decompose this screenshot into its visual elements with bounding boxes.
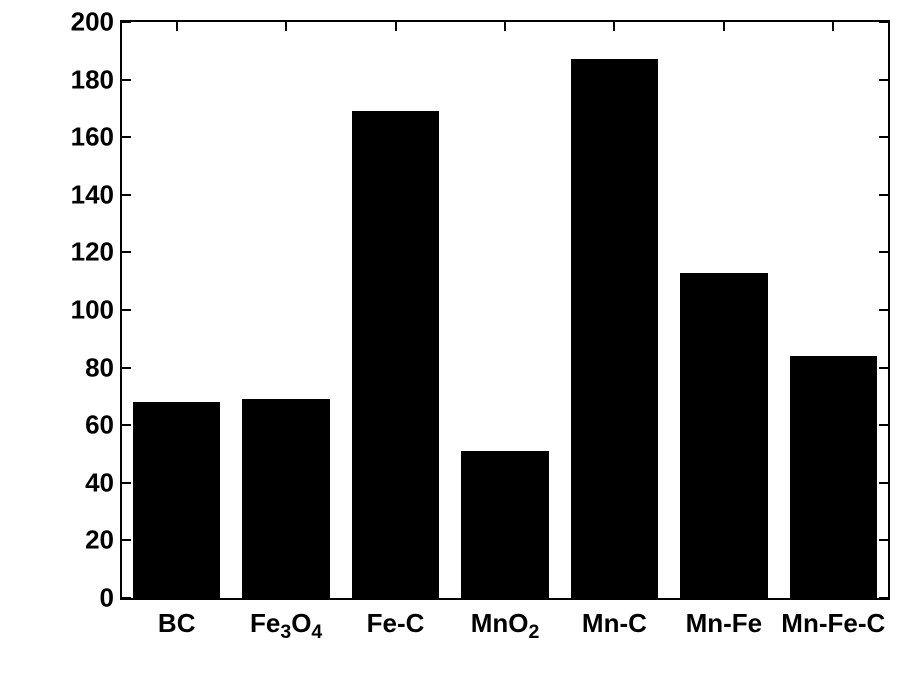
y-tick bbox=[122, 367, 131, 369]
bar bbox=[790, 356, 878, 598]
y-tick-label: 20 bbox=[54, 525, 114, 556]
x-tick bbox=[176, 589, 178, 598]
y-tick bbox=[879, 136, 888, 138]
y-tick bbox=[879, 597, 888, 599]
y-tick bbox=[122, 309, 131, 311]
y-tick bbox=[122, 136, 131, 138]
x-tick bbox=[832, 22, 834, 31]
x-tick-label: Mn-Fe bbox=[686, 608, 763, 639]
bar bbox=[133, 402, 221, 598]
y-tick-label: 180 bbox=[54, 64, 114, 95]
bar bbox=[352, 111, 440, 598]
x-tick bbox=[395, 589, 397, 598]
y-tick bbox=[879, 424, 888, 426]
y-tick bbox=[122, 597, 131, 599]
bar bbox=[461, 451, 549, 598]
y-tick bbox=[122, 194, 131, 196]
y-tick-label: 200 bbox=[54, 7, 114, 38]
x-tick bbox=[504, 22, 506, 31]
x-tick-label: BC bbox=[158, 608, 196, 639]
y-tick bbox=[122, 539, 131, 541]
y-tick-label: 140 bbox=[54, 179, 114, 210]
y-tick bbox=[879, 21, 888, 23]
y-tick bbox=[122, 424, 131, 426]
x-tick-label: MnO2 bbox=[471, 608, 540, 644]
y-tick-label: 40 bbox=[54, 467, 114, 498]
x-tick bbox=[285, 589, 287, 598]
y-tick-label: 160 bbox=[54, 122, 114, 153]
y-tick bbox=[879, 251, 888, 253]
plot-area bbox=[120, 20, 890, 600]
x-tick bbox=[723, 589, 725, 598]
x-tick-label: Mn-C bbox=[582, 608, 647, 639]
x-tick-label: Fe3O4 bbox=[250, 608, 322, 644]
y-tick-label: 120 bbox=[54, 237, 114, 268]
x-tick bbox=[504, 589, 506, 598]
y-tick bbox=[879, 482, 888, 484]
y-tick bbox=[879, 367, 888, 369]
y-tick bbox=[879, 539, 888, 541]
bar bbox=[571, 59, 659, 598]
bar-chart: 0 20 40 60 80 100 120 140 160 180 200 BC Fe3O4 Fe-C M… bbox=[0, 0, 920, 682]
x-tick bbox=[723, 22, 725, 31]
x-tick bbox=[176, 22, 178, 31]
x-tick bbox=[613, 22, 615, 31]
y-tick bbox=[122, 251, 131, 253]
x-tick-label: Mn-Fe-C bbox=[781, 608, 885, 639]
y-tick-label: 60 bbox=[54, 410, 114, 441]
bar bbox=[242, 399, 330, 598]
y-tick-label: 80 bbox=[54, 352, 114, 383]
bar bbox=[680, 273, 768, 598]
y-tick bbox=[879, 309, 888, 311]
x-tick bbox=[613, 589, 615, 598]
y-tick bbox=[879, 79, 888, 81]
x-tick bbox=[285, 22, 287, 31]
y-tick-label: 0 bbox=[54, 583, 114, 614]
y-tick bbox=[122, 79, 131, 81]
y-tick-label: 100 bbox=[54, 295, 114, 326]
x-tick bbox=[395, 22, 397, 31]
x-tick bbox=[832, 589, 834, 598]
x-tick-label: Fe-C bbox=[367, 608, 425, 639]
y-tick bbox=[122, 482, 131, 484]
y-tick bbox=[122, 21, 131, 23]
y-tick bbox=[879, 194, 888, 196]
